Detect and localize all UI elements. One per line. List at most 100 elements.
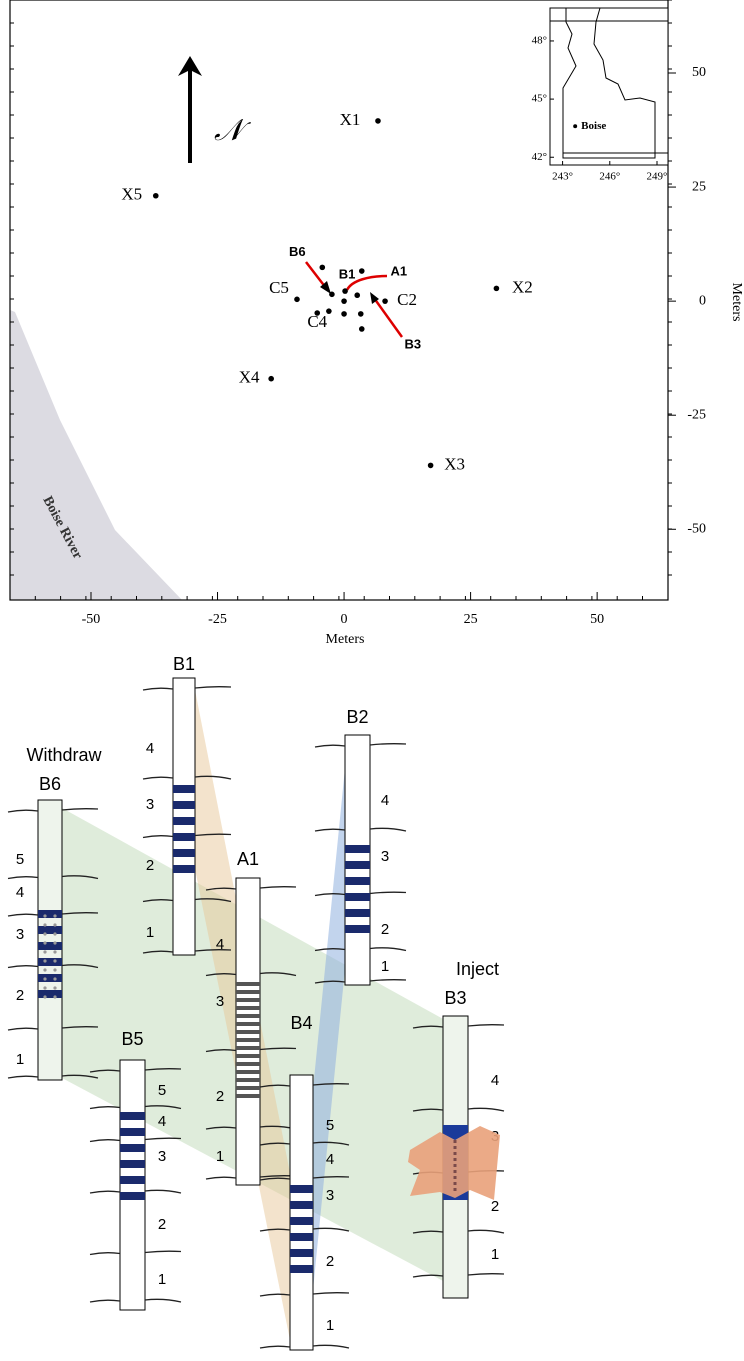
x-tick-label: -50 (82, 612, 101, 627)
screen-stripe (290, 1249, 313, 1257)
well-label: X2 (512, 277, 533, 296)
contact-line (314, 947, 407, 952)
screen-stripe (290, 1201, 313, 1209)
contact-line (142, 949, 232, 954)
borehole (119, 1059, 146, 1311)
well (357, 311, 364, 317)
screen-stripe (38, 990, 62, 998)
well (358, 268, 365, 274)
screen-stripe (173, 865, 195, 873)
x-tick-label: -25 (208, 612, 227, 627)
screen-stripe (345, 861, 370, 869)
contact-line (259, 1227, 350, 1232)
screen-dot (53, 968, 57, 972)
layer-number: 4 (158, 1113, 166, 1130)
city-marker (573, 124, 578, 129)
screen-stripe (120, 1112, 145, 1120)
layer-number: 2 (326, 1253, 334, 1270)
contact-line (412, 1107, 505, 1112)
inset-y-tick-label: 48° (532, 34, 547, 46)
arrow (345, 274, 388, 291)
contact-line (7, 875, 99, 880)
contact-line (412, 1229, 505, 1234)
well (427, 462, 434, 469)
x-tick-label: 0 (341, 612, 348, 627)
borehole-label: B3 (444, 988, 466, 1008)
contact-line (314, 827, 407, 832)
contact-line (259, 1344, 350, 1349)
screen-stripe (345, 877, 370, 885)
arrow (305, 261, 327, 289)
screen-stripe (236, 1022, 260, 1026)
well (294, 296, 300, 303)
well (493, 285, 500, 292)
layer-number: 1 (16, 1051, 24, 1068)
contact-line (142, 898, 232, 903)
screen-stripe (345, 909, 370, 917)
well (354, 292, 361, 299)
contact-line (259, 1292, 350, 1297)
screen-stripe (236, 1006, 260, 1010)
screen-dot (43, 986, 47, 990)
contact-line (205, 1047, 297, 1053)
y-tick-label: -50 (687, 521, 706, 536)
well-label: C2 (397, 290, 417, 309)
borehole (37, 799, 63, 1081)
contact-line (7, 1074, 99, 1079)
x-tick-label: 50 (590, 612, 604, 627)
borehole-label: B4 (290, 1013, 312, 1033)
fence-diagram: 4 3 2 1 B1 4 3 2 1 B2 5 4 3 2 1 B6 Withdraw 4 3 2 1 A1 5 4 3 2 1 B5… (7, 654, 505, 1351)
screen-dot (53, 995, 57, 999)
screen-stripe (236, 1094, 260, 1098)
arrowhead (320, 281, 331, 294)
screen-dot (43, 950, 47, 954)
well (358, 326, 365, 332)
screen-stripe (120, 1144, 145, 1152)
screen-stripe (173, 817, 195, 825)
borehole (172, 677, 196, 956)
screen-stripe (173, 833, 195, 841)
layer-number: 4 (326, 1151, 334, 1168)
well (319, 264, 326, 271)
contact-line (7, 912, 99, 917)
contact-line (89, 1250, 182, 1256)
screen-stripe (236, 1030, 260, 1034)
contact-line (259, 1083, 350, 1088)
screen-dot (43, 968, 47, 972)
borehole-label: B1 (173, 654, 195, 674)
contact-line (205, 886, 297, 891)
layer-number: 3 (16, 926, 24, 943)
contact-line (412, 1273, 505, 1278)
layer-number: 4 (491, 1072, 499, 1089)
well-label: C4 (307, 312, 327, 331)
layer-number: 2 (158, 1216, 166, 1233)
well-label: X4 (239, 368, 260, 387)
y-tick-label: -25 (687, 407, 706, 422)
screen-dot (53, 932, 57, 936)
layer-number: 2 (381, 921, 389, 938)
screen-stripe (173, 849, 195, 857)
screen-dot (53, 923, 57, 927)
y-axis-label: Meters (729, 283, 744, 322)
layer-number: 1 (216, 1148, 224, 1165)
injection-plume (408, 1126, 500, 1200)
contact-line (89, 1105, 182, 1110)
borehole (289, 1074, 314, 1351)
contact-line (7, 1026, 99, 1031)
screen-stripe (38, 942, 62, 950)
layer-number: 2 (216, 1088, 224, 1105)
layer-number: 1 (381, 958, 389, 975)
screen-stripe (236, 1054, 260, 1058)
borehole-label: B6 (39, 774, 61, 794)
north-arrowhead (178, 56, 202, 76)
inset-x-tick-label: 249° (647, 171, 668, 183)
well-label: A1 (390, 263, 407, 278)
well (382, 298, 388, 304)
screen-stripe (120, 1160, 145, 1168)
layer-number: 3 (216, 993, 224, 1010)
screen-stripe (236, 1070, 260, 1074)
layer-number: 1 (326, 1317, 334, 1334)
borehole-label: B2 (346, 707, 368, 727)
contact-line (89, 1068, 182, 1073)
contact-line (259, 1176, 350, 1181)
